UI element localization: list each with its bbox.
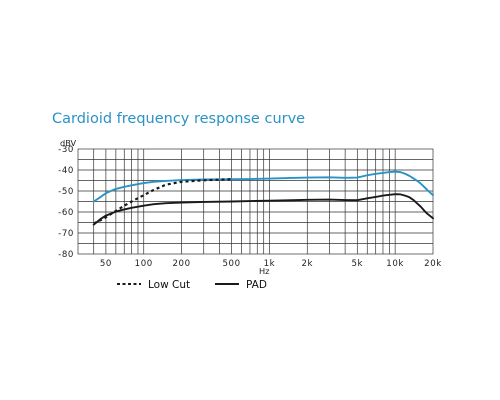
y-tick-label: -60 <box>58 208 74 218</box>
x-axis-label: Hz <box>259 266 269 276</box>
legend: Low Cut PAD <box>117 279 267 291</box>
x-tick-label: 200 <box>172 259 190 269</box>
y-tick-label: -50 <box>58 187 74 197</box>
y-tick-labels: -30 -40 -50 -60 -70 -80 <box>58 145 74 260</box>
y-tick-label: -70 <box>58 229 74 239</box>
series-line-1 <box>92 170 434 203</box>
x-tick-label: 2k <box>301 259 313 269</box>
x-tick-label: 500 <box>222 259 240 269</box>
legend-label: PAD <box>246 279 267 291</box>
x-tick-labels: 50 100 200 500 1k 2k 5k 10k 20k <box>100 259 442 269</box>
series-line-2 <box>92 193 434 226</box>
series-line-3 <box>93 178 232 225</box>
y-tick-label: -30 <box>58 145 74 155</box>
x-tick-label: 50 <box>100 259 112 269</box>
y-tick-label: -80 <box>58 250 74 260</box>
legend-label: Low Cut <box>148 279 190 291</box>
x-tick-label: 20k <box>424 259 442 269</box>
y-axis-label: dBV <box>60 138 77 148</box>
x-tick-label: 100 <box>135 259 153 269</box>
x-tick-label: 5k <box>351 259 363 269</box>
data-series <box>92 170 434 226</box>
y-tick-label: -40 <box>58 166 74 176</box>
x-tick-label: 10k <box>386 259 404 269</box>
chart-title: Cardioid frequency response curve <box>52 111 305 127</box>
x-tick-label: 1k <box>264 259 276 269</box>
